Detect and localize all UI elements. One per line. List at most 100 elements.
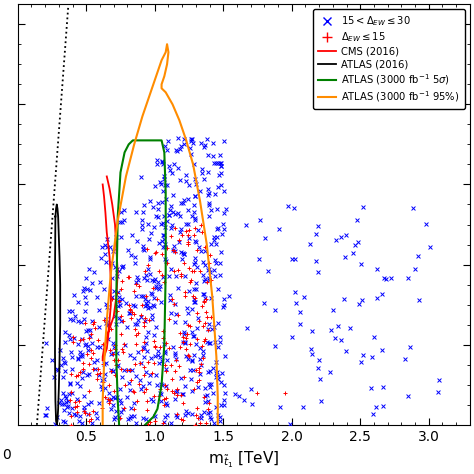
Point	[301, 293, 308, 301]
Point	[220, 301, 228, 309]
Point	[89, 407, 97, 415]
Point	[184, 238, 191, 246]
Point	[373, 294, 380, 302]
Point	[98, 243, 106, 250]
Point	[115, 413, 123, 420]
Point	[160, 419, 167, 427]
Point	[146, 270, 154, 278]
Point	[72, 312, 79, 320]
Point	[196, 365, 203, 372]
Point	[159, 231, 167, 238]
Point	[163, 356, 171, 364]
Point	[49, 356, 56, 364]
Point	[127, 351, 134, 359]
Point	[139, 292, 146, 300]
Point	[161, 224, 168, 231]
Point	[85, 387, 93, 394]
Point	[81, 307, 89, 315]
Point	[87, 354, 94, 362]
Point	[132, 208, 140, 216]
Point	[142, 267, 149, 275]
Point	[141, 322, 148, 329]
Point	[66, 315, 74, 323]
Point	[124, 416, 131, 423]
Point	[156, 344, 164, 351]
Point	[240, 396, 248, 404]
Point	[138, 216, 146, 223]
Point	[211, 338, 219, 346]
Point	[406, 343, 414, 351]
Point	[148, 369, 155, 377]
Point	[126, 273, 133, 281]
Point	[204, 185, 211, 192]
Point	[207, 294, 214, 302]
Point	[207, 383, 214, 391]
Point	[243, 325, 250, 332]
Point	[131, 325, 139, 333]
Point	[43, 411, 50, 419]
Point	[73, 379, 81, 387]
Point	[131, 253, 138, 260]
Point	[51, 420, 59, 428]
Point	[214, 285, 221, 293]
Point	[195, 314, 202, 322]
Point	[175, 236, 183, 244]
Point	[153, 284, 160, 292]
Point	[114, 356, 122, 364]
Point	[65, 307, 73, 314]
Point	[96, 343, 104, 351]
Point	[141, 274, 148, 282]
Point	[142, 385, 149, 392]
Point	[191, 231, 198, 238]
Point	[188, 267, 196, 275]
Point	[102, 258, 109, 266]
Point	[109, 350, 117, 357]
Point	[255, 255, 263, 263]
Point	[104, 396, 111, 404]
Point	[61, 338, 69, 346]
Point	[79, 374, 86, 382]
Point	[155, 239, 163, 246]
Point	[160, 175, 167, 182]
Point	[410, 204, 417, 212]
Point	[210, 389, 217, 397]
Point	[205, 320, 212, 328]
Point	[162, 339, 170, 346]
Point	[105, 399, 113, 406]
Point	[213, 205, 221, 213]
Point	[191, 192, 199, 200]
Point	[203, 391, 211, 399]
Point	[125, 301, 132, 309]
Point	[359, 351, 367, 359]
Point	[192, 238, 200, 246]
Point	[160, 279, 167, 286]
Point	[206, 265, 213, 273]
Point	[205, 400, 212, 407]
Point	[171, 351, 179, 359]
Point	[96, 399, 103, 407]
Point	[206, 367, 214, 374]
Point	[309, 328, 316, 335]
Point	[401, 356, 409, 363]
Point	[143, 271, 150, 279]
Point	[115, 303, 122, 310]
Point	[163, 195, 170, 202]
Point	[144, 221, 152, 228]
Point	[373, 266, 381, 273]
Point	[72, 412, 80, 419]
Point	[170, 390, 178, 397]
Point	[127, 366, 134, 374]
Point	[141, 388, 148, 395]
Point	[146, 198, 154, 205]
Point	[217, 378, 225, 386]
Point	[173, 385, 181, 392]
Point	[176, 212, 183, 219]
Point	[157, 397, 165, 404]
Point	[180, 140, 188, 148]
Point	[242, 221, 250, 229]
Point	[292, 299, 300, 307]
Point	[160, 235, 168, 243]
Point	[177, 374, 184, 382]
Point	[198, 170, 206, 177]
Point	[92, 409, 100, 417]
